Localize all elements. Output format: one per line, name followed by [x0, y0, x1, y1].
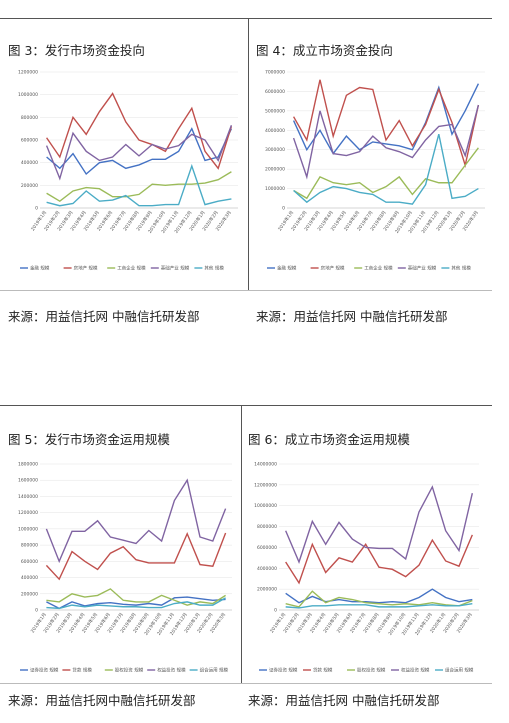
series-line — [46, 92, 233, 170]
legend-label: 金融 规模 — [277, 265, 297, 272]
series-line — [45, 531, 227, 581]
legend-label: 权益投资 规模 — [157, 667, 186, 674]
chart: 0200000400000600000800000100000012000002… — [18, 70, 238, 272]
series-line — [285, 588, 473, 604]
series-line — [293, 133, 479, 205]
legend-label: 其他 规模 — [204, 265, 224, 272]
chart: 0 2000000 4000000 6000000 8000000 10000000 120… — [254, 462, 479, 674]
figure-caption: 图 4：成立市场资金投向 — [256, 43, 393, 58]
legend-label: 房地产 规模 — [321, 265, 345, 272]
y-tick-label: 800000 — [21, 543, 38, 549]
legend-label: 工商企业 规模 — [364, 265, 393, 272]
legend-label: 其他 规模 — [451, 265, 471, 272]
series-line — [292, 83, 480, 155]
series-line — [285, 590, 473, 608]
table-border — [0, 290, 492, 291]
y-tick-label: 5000000 — [265, 108, 285, 114]
y-tick-label: 1200000 — [18, 510, 38, 516]
y-tick-label: 1400000 — [18, 494, 38, 500]
y-tick-label: 0 — [35, 608, 38, 614]
series-line — [46, 597, 226, 610]
series-line — [45, 125, 233, 181]
figure-caption: 图 5：发行市场资金运用规模 — [8, 432, 170, 447]
series-line — [46, 127, 233, 176]
figure-caption: 图 6：成立市场资金运用规模 — [248, 432, 410, 447]
y-tick-label: 1600000 — [18, 478, 38, 484]
legend-label: 证券投资 规模 — [30, 667, 59, 674]
series-line — [45, 478, 227, 564]
y-tick-label: 1800000 — [18, 462, 38, 468]
y-tick-label: 7000000 — [265, 70, 285, 76]
legend-label: 组合运用 规模 — [200, 667, 229, 674]
y-tick-label: 0 — [274, 608, 277, 614]
y-tick-label: 2000000 — [257, 587, 277, 593]
chart: 0 1000000 2000000 3000000 4000000 5000000 6000… — [265, 70, 485, 272]
y-tick-label: 8000000 — [257, 524, 277, 530]
series-line — [46, 588, 226, 606]
legend-label: 金融 规模 — [30, 265, 50, 272]
legend-label: 组合运用 规模 — [445, 667, 474, 674]
series-line — [46, 171, 232, 203]
source-note: 来源：用益信托网中融信托研发部 — [8, 693, 196, 708]
series-line — [285, 534, 473, 585]
y-tick-label: 1000000 — [18, 92, 38, 98]
y-tick-label: 0 — [282, 206, 285, 212]
y-tick-label: 200000 — [21, 591, 38, 597]
legend-label: 股权投资 规模 — [115, 667, 144, 674]
y-tick-label: 400000 — [21, 575, 38, 581]
y-tick-label: 1000000 — [265, 186, 285, 192]
series-line — [292, 79, 480, 169]
source-note: 来源：用益信托网 中融信托研发部 — [8, 309, 200, 324]
y-tick-label: 600000 — [21, 138, 38, 144]
y-tick-label: 800000 — [21, 115, 38, 121]
y-tick-label: 14000000 — [254, 462, 277, 468]
y-tick-label: 600000 — [21, 559, 38, 565]
series-line — [285, 603, 473, 609]
y-tick-label: 6000000 — [257, 545, 277, 551]
series-line — [46, 163, 232, 207]
legend-label: 基础产业 规模 — [408, 265, 437, 272]
y-tick-label: 2000000 — [265, 167, 285, 173]
source-note: 来源：用益信托网 中融信托研发部 — [256, 309, 448, 324]
legend-label: 房地产 规模 — [74, 265, 98, 272]
y-tick-label: 4000000 — [257, 566, 277, 572]
source-note: 来源：用益信托网 中融信托研发部 — [248, 693, 440, 708]
chart: 0 200000 400000 600000 800000 1000000 1200000 1… — [18, 462, 232, 674]
series-line — [285, 485, 474, 565]
legend-label: 贷款 规模 — [72, 667, 92, 674]
y-tick-label: 6000000 — [265, 89, 285, 95]
table-border — [0, 405, 492, 406]
legend-label: 股权投资 规模 — [357, 667, 386, 674]
legend-label: 证券投资 规模 — [269, 667, 298, 674]
legend-label: 基础产业 规模 — [161, 265, 190, 272]
series-line — [292, 104, 480, 180]
y-tick-label: 12000000 — [254, 482, 277, 488]
y-tick-label: 10000000 — [254, 503, 277, 509]
y-tick-label: 200000 — [21, 183, 38, 189]
table-border — [0, 683, 492, 684]
y-tick-label: 3000000 — [265, 147, 285, 153]
series-line — [293, 147, 479, 200]
table-border — [0, 18, 492, 19]
legend-label: 贷款 规模 — [313, 667, 333, 674]
y-tick-label: 1000000 — [18, 526, 38, 532]
y-tick-label: 1200000 — [18, 70, 38, 76]
y-tick-label: 4000000 — [265, 128, 285, 134]
legend-label: 工商企业 规模 — [117, 265, 146, 272]
y-tick-label: 0 — [35, 206, 38, 212]
series-line — [46, 596, 226, 610]
table-border — [248, 18, 249, 290]
legend-label: 权益投资 规模 — [401, 667, 430, 674]
figure-caption: 图 3：发行市场资金投向 — [8, 43, 145, 58]
y-tick-label: 400000 — [21, 160, 38, 166]
table-border — [241, 405, 242, 683]
